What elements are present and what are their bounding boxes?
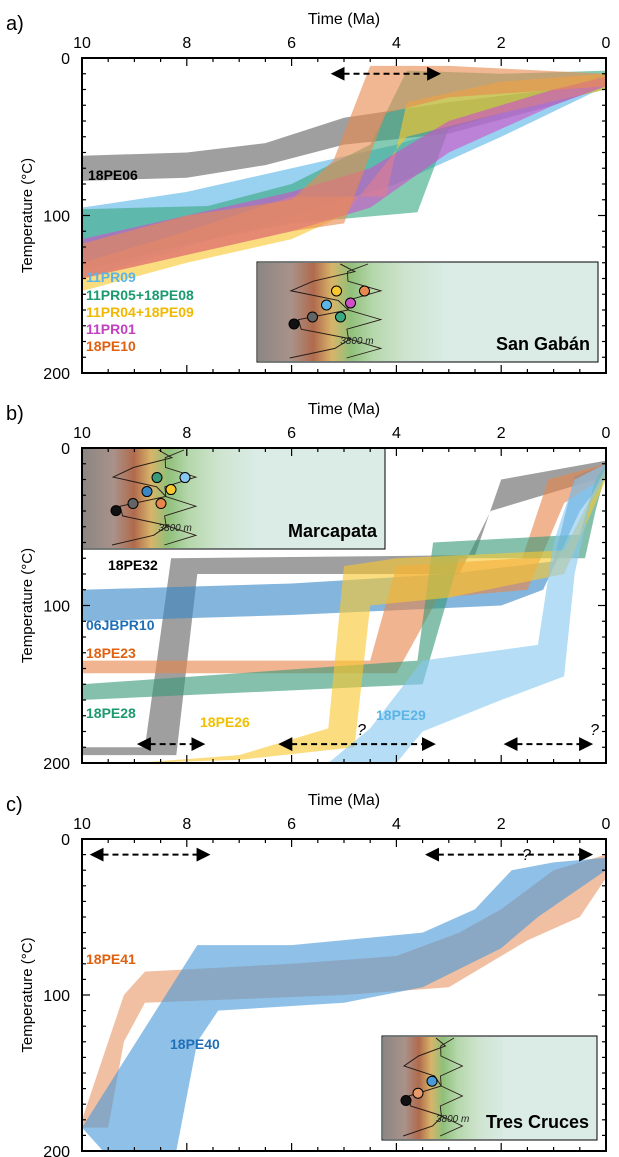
x-tick-label: 0 <box>602 816 611 833</box>
inset-label: San Gabán <box>496 334 590 354</box>
bands <box>82 854 606 1151</box>
question-mark: ? <box>522 847 531 864</box>
x-tick-label: 8 <box>182 816 191 833</box>
x-axis-label: Time (Ma) <box>308 11 380 28</box>
sample-marker <box>288 318 300 330</box>
sample-marker <box>155 498 167 510</box>
y-tick-label: 200 <box>43 1144 70 1157</box>
band-18pe29 <box>328 463 606 763</box>
series-label: 11PR04+18PE09 <box>86 304 194 320</box>
x-tick-label: 0 <box>602 35 611 52</box>
panel-c: c) Time (Ma)Temperature (°C)10 8 6 4 2 0010020… <box>6 792 611 1157</box>
sample-marker <box>359 285 370 297</box>
y-tick-label: 200 <box>43 756 70 773</box>
contour-label: 3800 m <box>159 523 192 534</box>
series-label: 11PR01 <box>86 321 136 337</box>
x-tick-label: 10 <box>73 425 91 442</box>
x-tick-label: 2 <box>497 425 506 442</box>
sample-marker <box>165 484 177 496</box>
y-axis-label: Temperature (°C) <box>19 548 36 663</box>
series-label: 06JBPR10 <box>86 617 155 633</box>
contour-label: 3800 m <box>436 1114 469 1125</box>
panel-letter: c) <box>6 794 23 816</box>
question-mark: ? <box>590 722 599 739</box>
x-tick-label: 2 <box>497 35 506 52</box>
relief-shading <box>83 449 253 548</box>
band-18pe40 <box>82 857 606 1151</box>
band-18pe10 <box>82 65 606 279</box>
contour-label: 3800 m <box>340 336 373 347</box>
sample-marker <box>110 505 122 517</box>
series-label: 11PR09 <box>86 269 136 285</box>
y-tick-label: 100 <box>43 209 70 226</box>
panel-letter: b) <box>6 403 24 425</box>
x-axis-label: Time (Ma) <box>308 401 380 418</box>
series-label: 18PE28 <box>86 705 136 721</box>
contour-line <box>439 1037 464 1137</box>
series-label: 18PE06 <box>88 167 138 183</box>
series-label: 18PE23 <box>86 645 136 661</box>
relief-shading <box>383 1037 503 1139</box>
sample-marker <box>127 498 139 510</box>
series-label: 18PE32 <box>108 557 158 573</box>
y-tick-label: 0 <box>61 51 70 68</box>
series-label: 18PE26 <box>200 714 250 730</box>
series-label: 18PE41 <box>86 951 136 967</box>
x-tick-label: 4 <box>392 425 401 442</box>
sample-marker <box>331 285 342 297</box>
x-tick-label: 8 <box>182 35 191 52</box>
y-tick-label: 0 <box>61 441 70 458</box>
panel-b: b) Time (Ma)Temperature (°C)10 8 6 4 2 0010020… <box>6 401 611 773</box>
series-label: 18PE29 <box>376 707 426 723</box>
x-tick-label: 2 <box>497 816 506 833</box>
panel-a: a) Time (Ma)Temperature (°C)10 8 6 4 2 0010020… <box>6 11 611 383</box>
x-tick-label: 6 <box>287 816 296 833</box>
inset-map: 3800 m San Gabán <box>256 261 599 363</box>
y-axis-label: Temperature (°C) <box>19 158 36 273</box>
question-mark: ? <box>357 722 366 739</box>
series-label: 18PE40 <box>170 1036 220 1052</box>
x-axis-label: Time (Ma) <box>308 792 380 809</box>
inset-label: Tres Cruces <box>486 1112 589 1132</box>
x-tick-label: 6 <box>287 425 296 442</box>
sample-marker <box>307 311 318 323</box>
x-tick-label: 8 <box>182 425 191 442</box>
y-axis-label: Temperature (°C) <box>19 937 36 1052</box>
bands <box>82 65 606 292</box>
series-label: 11PR05+18PE08 <box>86 287 194 303</box>
x-tick-label: 0 <box>602 425 611 442</box>
panel-letter: a) <box>6 13 24 35</box>
sample-marker <box>345 297 356 309</box>
sample-marker <box>426 1075 438 1087</box>
sample-marker <box>335 311 346 323</box>
sample-marker <box>400 1094 412 1106</box>
y-tick-label: 200 <box>43 366 70 383</box>
inset-map: 3800 m Tres Cruces <box>381 1035 598 1141</box>
y-tick-label: 100 <box>43 599 70 616</box>
bands <box>82 460 606 763</box>
sample-marker <box>141 486 153 498</box>
x-tick-label: 6 <box>287 35 296 52</box>
y-tick-label: 0 <box>61 832 70 849</box>
y-tick-label: 100 <box>43 988 70 1005</box>
inset-label: Marcapata <box>288 521 378 541</box>
sample-marker <box>412 1087 424 1099</box>
x-tick-label: 4 <box>392 816 401 833</box>
sample-marker <box>179 472 191 484</box>
contour-line <box>346 263 383 359</box>
x-tick-label: 10 <box>73 816 91 833</box>
contour-line <box>164 449 198 546</box>
sample-marker <box>321 299 332 311</box>
sample-marker <box>151 472 163 484</box>
inset-map: 3800 m Marcapata <box>81 447 386 550</box>
series-label: 18PE10 <box>86 338 136 354</box>
x-tick-label: 4 <box>392 35 401 52</box>
relief-shading <box>258 263 443 361</box>
x-tick-label: 10 <box>73 35 91 52</box>
